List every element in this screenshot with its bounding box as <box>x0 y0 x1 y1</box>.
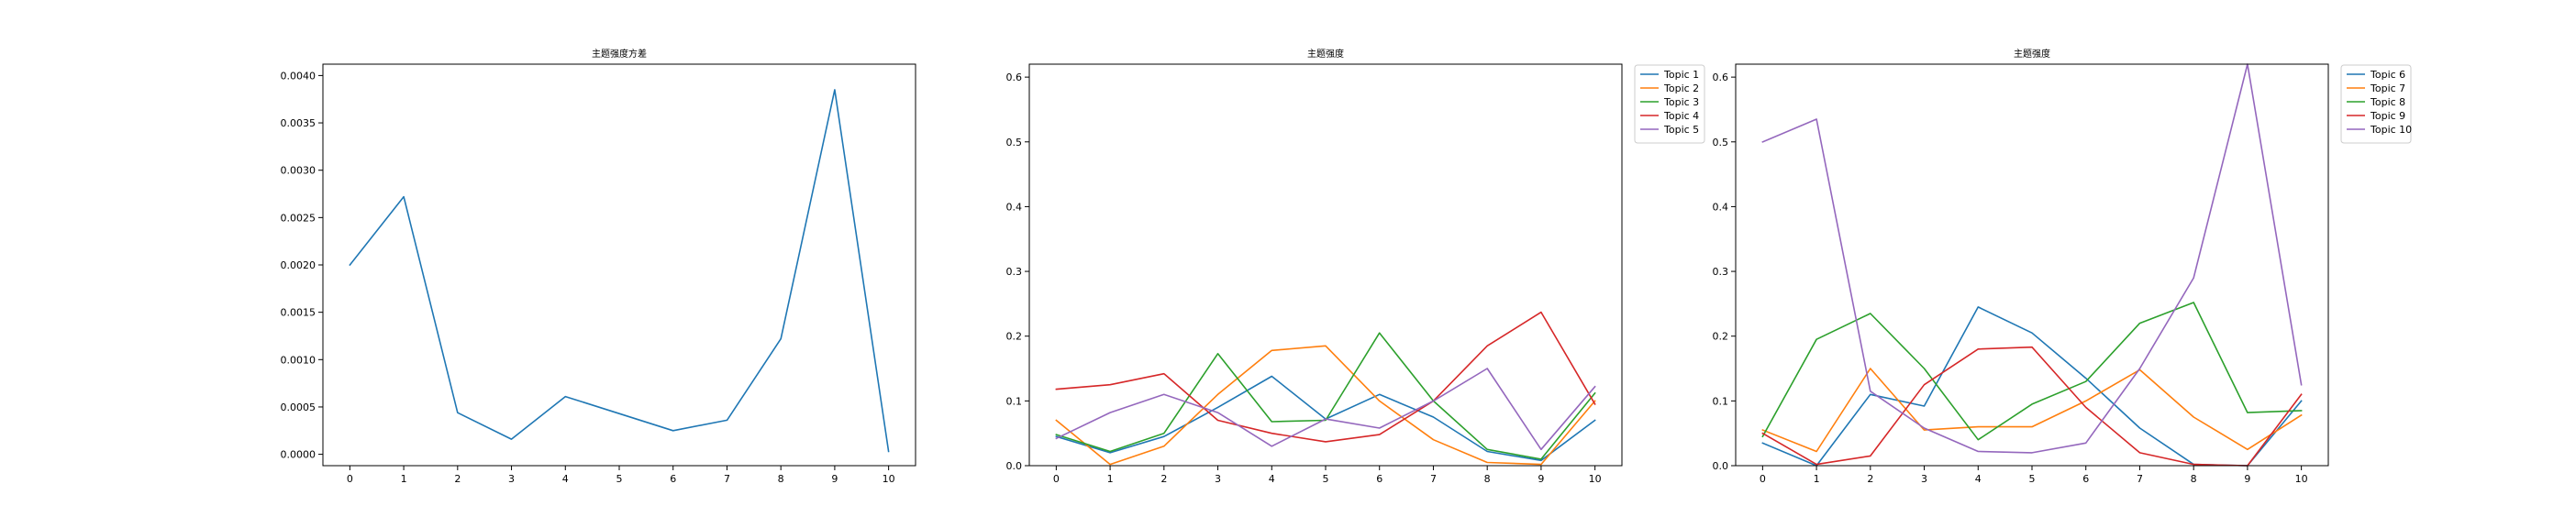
chart-title: 主题强度方差 <box>592 48 647 60</box>
y-tick-label: 0.1 <box>1713 395 1729 407</box>
legend-label: Topic 7 <box>2370 82 2405 94</box>
chart-panel-1: 主题强度方差 0 1 2 3 4 5 6 7 8 9 10 0.0000 0.0005 0.0010 0.00… <box>281 48 916 485</box>
x-tick-label: 3 <box>1215 473 1221 485</box>
x-tick-label: 0 <box>1760 473 1766 485</box>
y-tick-label: 0.0025 <box>281 212 316 224</box>
x-tick-label: 8 <box>778 473 784 485</box>
x-tick-label: 8 <box>2191 473 2197 485</box>
x-tick-label: 7 <box>2137 473 2143 485</box>
legend-label: Topic 1 <box>1663 69 1699 81</box>
x-tick-label: 1 <box>1814 473 1820 485</box>
chart-panel-2: 主题强度 0 1 2 3 4 5 6 7 8 9 10 0.0 0.1 0.2 0.3 0.4 0.5 0.6 Top… <box>1006 48 1705 485</box>
x-tick-label: 0 <box>1053 473 1060 485</box>
y-tick-label: 0.0030 <box>281 165 316 177</box>
x-tick-label: 6 <box>670 473 676 485</box>
legend-label: Topic 6 <box>2370 69 2405 81</box>
x-tick-label: 2 <box>454 473 461 485</box>
series-line-topic-9 <box>1761 346 2303 467</box>
series-line-topic-4 <box>1055 311 1596 443</box>
x-tick-label: 7 <box>1430 473 1437 485</box>
y-tick-label: 0.0035 <box>281 117 316 129</box>
y-tick-label: 0.0020 <box>281 259 316 271</box>
series-line-topic-5 <box>1055 368 1596 451</box>
x-tick-label: 8 <box>1484 473 1491 485</box>
y-tick-label: 0.0015 <box>281 307 316 319</box>
chart-panel-3: 主题强度 0 1 2 3 4 5 6 7 8 9 10 0.0 0.1 0.2 0.3 0.4 0.5 0.6 Top… <box>1713 48 2413 485</box>
legend-label: Topic 3 <box>1663 96 1699 108</box>
x-tick-label: 10 <box>1589 473 1602 485</box>
x-tick-label: 5 <box>1323 473 1329 485</box>
y-tick-label: 0.4 <box>1713 201 1729 213</box>
series-line-topic-8 <box>1761 302 2303 441</box>
legend-label: Topic 4 <box>1663 110 1699 122</box>
y-tick-label: 0.0000 <box>281 449 316 461</box>
x-tick-label: 9 <box>2244 473 2250 485</box>
x-tick-label: 4 <box>1269 473 1275 485</box>
y-tick-label: 0.3 <box>1006 266 1023 278</box>
y-tick-label: 0.2 <box>1713 331 1729 343</box>
x-tick-label: 4 <box>1975 473 1982 485</box>
y-tick-label: 0.5 <box>1006 137 1023 148</box>
x-tick-label: 3 <box>508 473 515 485</box>
legend-label: Topic 10 <box>2370 124 2412 136</box>
series-line-topic-10 <box>1761 63 2303 454</box>
y-tick-label: 0.4 <box>1006 201 1023 213</box>
y-tick-label: 0.0040 <box>281 70 316 82</box>
y-tick-label: 0.2 <box>1006 331 1023 343</box>
x-tick-label: 2 <box>1867 473 1873 485</box>
x-tick-label: 4 <box>562 473 569 485</box>
x-tick-label: 2 <box>1160 473 1167 485</box>
y-tick-label: 0.0 <box>1006 460 1023 472</box>
series-line-topic-7 <box>1761 368 2303 453</box>
y-tick-label: 0.6 <box>1713 72 1729 83</box>
x-tick-label: 6 <box>1376 473 1382 485</box>
chart-title: 主题强度 <box>2014 48 2050 60</box>
legend-box <box>2340 64 2412 144</box>
y-tick-label: 0.0005 <box>281 402 316 413</box>
legend-label: Topic 9 <box>2370 110 2405 122</box>
legend-label: Topic 8 <box>2370 96 2405 108</box>
y-tick-label: 0.0 <box>1713 460 1729 472</box>
x-tick-label: 5 <box>2029 473 2036 485</box>
y-tick-label: 0.6 <box>1006 72 1023 83</box>
x-tick-label: 7 <box>724 473 730 485</box>
x-tick-label: 1 <box>1107 473 1114 485</box>
series-line-1 <box>349 89 890 453</box>
y-tick-label: 0.5 <box>1713 137 1729 148</box>
x-tick-label: 9 <box>1538 473 1544 485</box>
x-tick-label: 9 <box>831 473 838 485</box>
series-line-topic-2 <box>1055 345 1596 466</box>
x-tick-label: 5 <box>616 473 623 485</box>
legend-label: Topic 5 <box>1663 124 1699 136</box>
series-line-topic-6 <box>1761 306 2303 467</box>
y-tick-label: 0.0010 <box>281 354 316 366</box>
axes-frame <box>1735 63 2329 467</box>
x-tick-label: 3 <box>1921 473 1927 485</box>
y-tick-label: 0.3 <box>1713 266 1729 278</box>
axes-frame <box>1028 63 1623 467</box>
x-tick-label: 6 <box>2082 473 2089 485</box>
x-tick-label: 0 <box>347 473 353 485</box>
series-line-topic-3 <box>1055 332 1596 460</box>
chart-title: 主题强度 <box>1307 48 1344 60</box>
x-tick-label: 10 <box>2295 473 2308 485</box>
legend-label: Topic 2 <box>1663 82 1699 94</box>
legend-box <box>1634 64 1705 144</box>
x-tick-label: 1 <box>401 473 407 485</box>
y-tick-label: 0.1 <box>1006 395 1023 407</box>
x-tick-label: 10 <box>883 473 895 485</box>
